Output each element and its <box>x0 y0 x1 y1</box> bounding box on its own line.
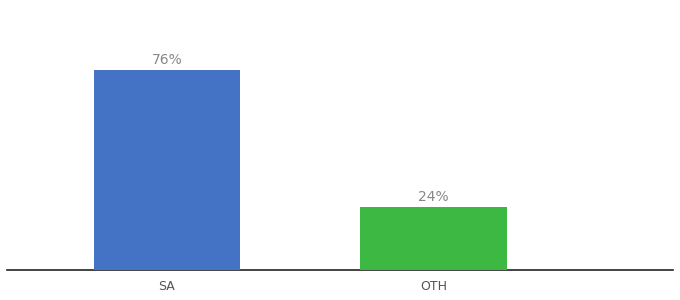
Bar <box>94 70 240 270</box>
Text: 24%: 24% <box>418 190 449 204</box>
Bar <box>360 207 507 270</box>
Text: 76%: 76% <box>152 53 182 67</box>
